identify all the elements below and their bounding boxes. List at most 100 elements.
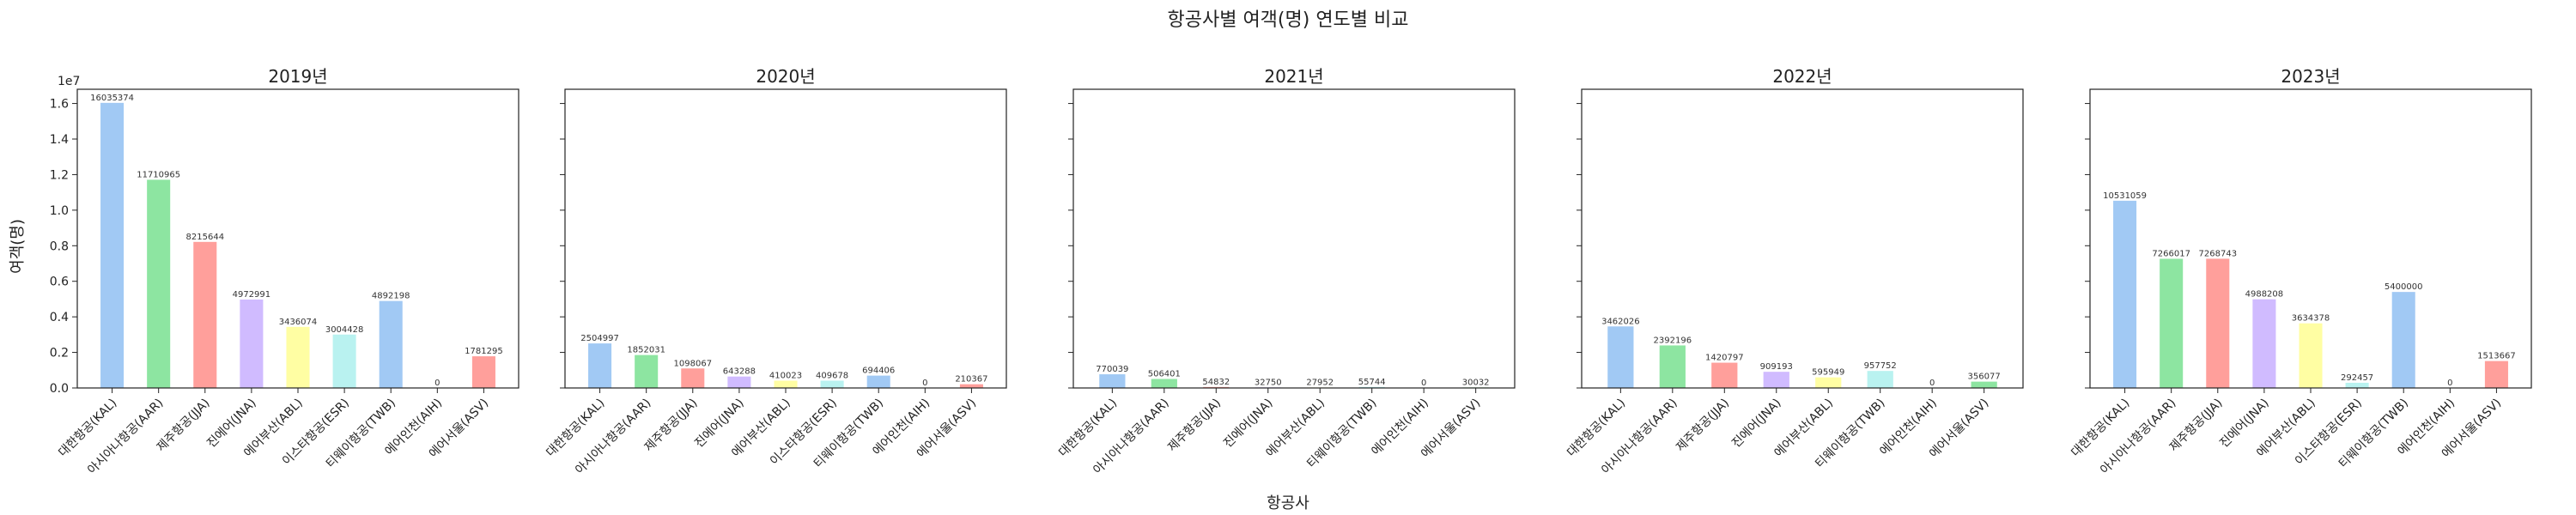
data-label: 694406 [862,367,895,376]
bar [193,241,217,388]
bar [2113,200,2137,388]
data-label: 4988208 [2245,290,2284,300]
panel-title: 2019년 [268,66,327,87]
bar [1151,379,1177,388]
panel-1: 2019년 0.0 0.2 0.4 0.6 0.8 1.0 1.2 1.4 1.6 16035374… [50,66,519,477]
data-label: 32750 [1255,378,1282,387]
data-label: 30032 [1462,378,1490,387]
bar [2160,258,2184,388]
bar [379,300,403,388]
x-tick-label: 제주항공(JJA) [1165,397,1224,455]
data-label: 909193 [1760,362,1793,372]
data-label: 410023 [769,372,802,381]
panel-title: 2020년 [756,66,815,87]
y-tick-label: 1.0 [50,204,69,218]
bar [100,102,125,388]
y-tick-label: 0.0 [50,382,69,396]
data-label: 409678 [816,372,848,381]
data-label: 8215644 [186,233,225,242]
y-tick-label: 0.4 [50,311,69,324]
x-tick-label: 진에어(JNA) [1221,397,1275,451]
bar [866,375,890,388]
data-label: 7266017 [2152,249,2190,258]
data-label: 3004428 [325,325,364,335]
panel-frame [76,88,519,389]
data-label: 1098067 [674,359,713,368]
bar [2206,258,2230,388]
y-tick-label: 0.8 [50,239,69,253]
data-label: 595949 [1812,368,1844,378]
bar [1659,345,1686,388]
y-tick-label: 1.2 [50,168,69,182]
data-label: 16035374 [90,94,134,103]
data-label: 55744 [1358,378,1386,387]
data-label: 1781295 [465,347,503,356]
data-label: 3634378 [2292,314,2330,324]
data-label: 0 [922,379,927,388]
x-axis-label: 항공사 [1267,494,1309,512]
data-label: 1513667 [2477,352,2516,361]
data-label: 643288 [723,367,756,377]
panel-4: 2022년3462026대한항공(KAL)2392196아시아나항공(AAR)1… [1564,66,2024,477]
data-label: 0 [1929,379,1935,388]
x-tick-label: 제주항공(JJA) [1674,397,1732,455]
data-label: 0 [2447,379,2452,388]
data-label: 7268743 [2199,249,2238,258]
data-label: 5400000 [2385,282,2423,292]
panel-frame [1072,88,1516,389]
panel-title: 2021년 [1264,66,1323,87]
bar [2345,382,2369,388]
bar [286,326,310,388]
data-label: 27952 [1306,378,1334,387]
bar [240,299,264,388]
panel-frame [1581,88,2024,389]
data-label: 2392196 [1654,336,1692,345]
bar [2299,323,2323,388]
bar [820,380,844,388]
data-label: 4972991 [233,290,271,300]
data-label: 292457 [2341,373,2373,383]
bar [588,343,612,388]
panel-frame [2089,88,2532,389]
bar [681,368,705,388]
chart-title: 항공사별 여객(명) 연도별 비교 [1167,9,1408,31]
y-axis-label: 여객(명) [9,219,27,274]
panel-frame [564,88,1007,389]
data-label: 3436074 [279,318,318,327]
data-label: 1420797 [1705,354,1744,363]
bar [2252,299,2276,388]
bar [1867,371,1893,388]
bar [332,334,356,388]
data-label: 11710965 [137,170,180,179]
y-tick-label: 1.6 [50,98,69,112]
data-label: 2504997 [580,334,619,343]
x-tick-label: 진에어(JNA) [1729,397,1783,451]
data-label: 770039 [1096,365,1128,374]
y-tick-label: 1.4 [50,133,69,147]
bar [2484,360,2508,388]
data-label: 3462026 [1601,317,1640,326]
bar [1607,326,1634,388]
data-label: 54832 [1202,378,1230,387]
y-tick-label: 0.6 [50,276,69,289]
bar [635,354,659,388]
bar [1815,377,1842,388]
bar [727,376,751,388]
y-tick-label: 0.2 [50,347,69,360]
bar [774,380,798,388]
panel-5: 2023년10531059대한항공(KAL)7266017아시아나항공(AAR)… [2069,66,2532,477]
data-label: 506401 [1148,370,1181,379]
panel-title: 2022년 [1772,66,1832,87]
bar [1099,374,1126,388]
data-label: 356077 [1968,373,2001,382]
panel-3: 2021년770039대한항공(KAL)506401아시아나항공(AAR)548… [1056,66,1516,477]
panel-title: 2023년 [2281,66,2340,87]
data-label: 0 [1421,379,1426,388]
bar [1763,372,1789,388]
data-label: 10531059 [2103,191,2147,201]
data-label: 4892198 [372,292,410,301]
bar [959,384,983,388]
bar [1971,381,1997,388]
